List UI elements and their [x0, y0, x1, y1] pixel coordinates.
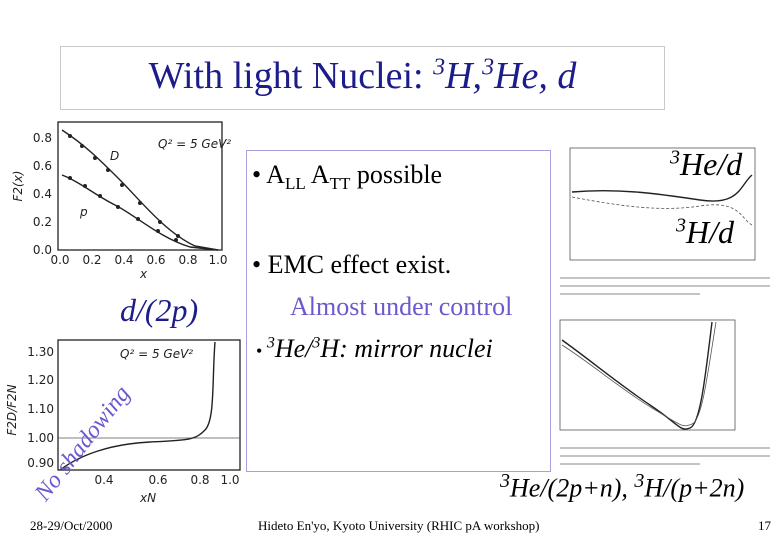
x-tick-label: 0.2 — [82, 253, 101, 267]
x-axis-label: x — [139, 267, 148, 281]
curve — [561, 321, 717, 427]
text: possible — [350, 160, 443, 189]
x-tick-label: 0.4 — [114, 253, 133, 267]
plot-frame — [57, 339, 241, 471]
y-tick-label: 0.90 — [27, 456, 54, 470]
label: 3He/(2p+n), 3H/(p+2n) — [500, 470, 744, 504]
sub-bullet: Almost under control — [290, 292, 513, 321]
caption-lines — [560, 277, 770, 295]
title-text: With light Nuclei: — [148, 55, 424, 97]
plot-frame — [569, 147, 756, 261]
curve — [59, 341, 216, 471]
bullet: • ALL ATT possible — [252, 160, 443, 194]
sup: 3 — [266, 334, 275, 352]
label: d/(2p) — [120, 292, 199, 328]
y-tick-label: 0.0 — [33, 243, 52, 257]
sup: 3 — [500, 470, 510, 492]
y-tick-label: 1.30 — [27, 345, 54, 359]
bullet-box — [246, 150, 551, 472]
plot-note: Q² = 5 GeV² — [158, 137, 231, 151]
text: EMC effect exist. — [267, 250, 452, 279]
text: He/ — [274, 334, 313, 363]
y-tick-label: 0.4 — [33, 187, 52, 201]
plot-frame — [559, 319, 736, 431]
y-tick-label: 0.2 — [33, 215, 52, 229]
bullet: • 3He/3H: mirror nuclei — [256, 334, 493, 363]
x-tick-label: 0.6 — [148, 473, 167, 487]
bullet: • EMC effect exist. — [252, 250, 452, 279]
x-tick-label: 0.4 — [94, 473, 113, 487]
x-tick-label: 1.0 — [220, 473, 239, 487]
curve — [571, 196, 753, 226]
title: With light Nuclei: 3H,3He, d — [60, 54, 665, 98]
curve-label: p — [79, 205, 88, 219]
x-tick-label: 0.0 — [50, 253, 69, 267]
sup: 3 — [634, 470, 645, 492]
title-part: He, d — [494, 55, 577, 97]
text: A — [305, 160, 330, 189]
y-tick-label: 1.10 — [27, 402, 54, 416]
label: 3H/d — [676, 214, 734, 251]
y-tick-label: 0.6 — [33, 159, 52, 173]
y-axis-label: F2D/F2N — [5, 384, 19, 435]
x-tick-label: 1.0 — [208, 253, 227, 267]
curve-label: D — [110, 149, 119, 163]
text: He/d — [680, 146, 743, 182]
text: H/d — [686, 214, 734, 250]
y-axis-label: F2(x) — [11, 170, 25, 201]
caption-lines — [560, 447, 770, 465]
x-axis-label: xN — [139, 491, 156, 505]
title-part: H, — [445, 55, 483, 97]
sup: 3 — [312, 334, 321, 352]
sup: 3 — [670, 146, 680, 169]
text: He/(2p+n), — [510, 473, 628, 503]
plot-note: Q² = 5 GeV² — [120, 347, 193, 361]
footer-author: Hideto En'yo, Kyoto University (RHIC pA … — [258, 518, 540, 533]
sub: LL — [284, 174, 306, 194]
text: H/(p+2n) — [644, 473, 745, 503]
title-box — [60, 46, 665, 110]
sup: 3 — [433, 54, 446, 81]
sup: 3 — [482, 54, 495, 81]
sub: TT — [329, 174, 351, 194]
points — [68, 134, 180, 242]
y-tick-label: 1.20 — [27, 373, 54, 387]
page-number: 17 — [758, 518, 771, 533]
footer-date: 28-29/Oct/2000 — [30, 518, 113, 533]
x-tick-label: 0.8 — [178, 253, 197, 267]
x-tick-label: 0.8 — [190, 473, 209, 487]
curve — [561, 321, 713, 430]
curve — [571, 174, 753, 202]
label: 3He/d — [670, 146, 742, 183]
text: H: mirror nuclei — [320, 334, 493, 363]
y-tick-label: 1.00 — [27, 431, 54, 445]
x-tick-label: 0.6 — [146, 253, 165, 267]
y-tick-label: 0.8 — [33, 131, 52, 145]
sup: 3 — [676, 214, 686, 237]
plot-frame — [57, 121, 223, 251]
text: A — [266, 160, 285, 189]
